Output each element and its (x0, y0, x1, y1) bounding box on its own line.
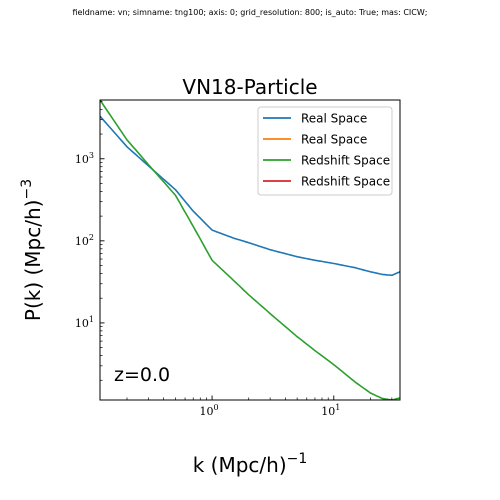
legend-label: Real Space (301, 112, 367, 126)
y-tick-label: 102 (75, 233, 94, 248)
y-tick-label: 101 (75, 315, 94, 330)
y-axis-label: P(k) (Mpc/h)−3 (19, 179, 45, 321)
legend-label: Redshift Space (301, 175, 390, 189)
legend-frame (257, 106, 393, 196)
series-line-1 (100, 115, 400, 277)
chart-title: VN18-Particle (182, 75, 317, 99)
legend-label: Real Space (301, 133, 367, 147)
x-tick-label: 100 (200, 403, 219, 418)
legend: Real Space Real Space Redshift Space Redshi… (257, 106, 393, 196)
tick-layer: 100 101 101 102 103 (75, 101, 393, 418)
redshift-annotation: z=0.0 (114, 364, 170, 386)
figure-suptitle: fieldname: vn; simname: tng100; axis: 0;… (72, 8, 428, 17)
legend-label: Redshift Space (301, 154, 390, 168)
plot-frame (99, 99, 401, 401)
series-layer (100, 100, 400, 400)
series-line-3 (100, 100, 400, 400)
x-tick-label: 101 (321, 403, 340, 418)
y-tick-label: 103 (75, 151, 94, 166)
x-axis-label: k (Mpc/h)−1 (193, 451, 308, 477)
